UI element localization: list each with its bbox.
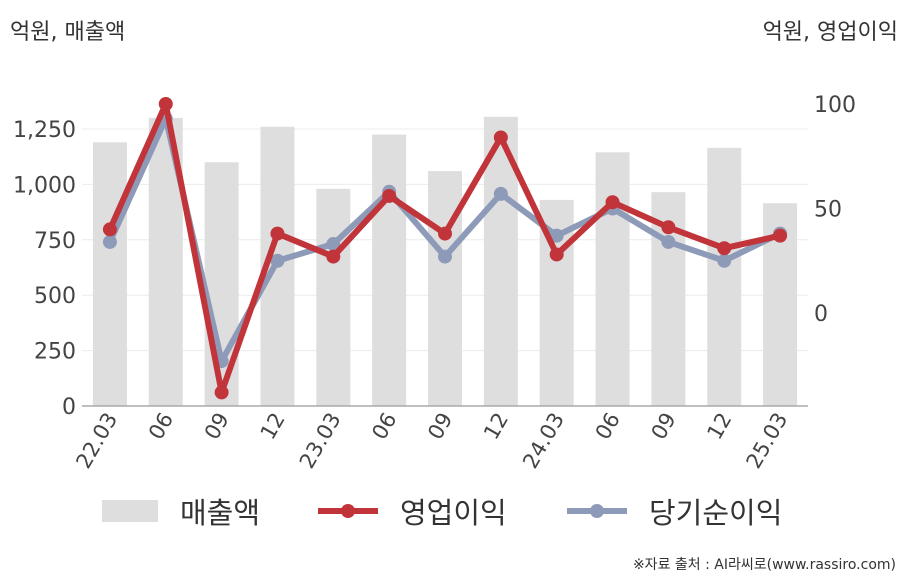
y-left-tick-label: 750 — [34, 229, 76, 254]
point-operating-profit — [605, 195, 620, 210]
point-net-income — [438, 249, 452, 264]
x-tick-label: 23.03 — [295, 409, 346, 473]
bar-revenue — [428, 171, 462, 406]
x-tick-label: 06 — [367, 409, 401, 444]
point-net-income — [270, 253, 285, 268]
x-tick-label: 25.03 — [742, 409, 793, 473]
point-operating-profit — [493, 130, 508, 145]
bar-revenue — [595, 152, 630, 406]
legend-swatch-net-income — [567, 500, 627, 522]
bar-revenue — [204, 162, 239, 406]
point-operating-profit — [549, 247, 564, 262]
legend-item-net-income: 당기순이익 — [567, 490, 782, 532]
x-tick-label: 09 — [647, 409, 681, 444]
point-operating-profit — [214, 385, 229, 400]
y-right-tick-label: 100 — [814, 93, 856, 118]
legend-item-revenue: 매출액 — [102, 490, 260, 532]
bar-revenue — [92, 142, 127, 406]
right-axis-unit: 억원, 영업이익 — [762, 20, 898, 45]
legend-swatch-revenue — [102, 500, 158, 522]
y-left-tick-label: 1,250 — [13, 118, 76, 143]
point-net-income — [493, 186, 508, 201]
legend-label-revenue: 매출액 — [180, 496, 261, 530]
point-operating-profit — [438, 226, 452, 241]
point-operating-profit — [270, 226, 285, 241]
point-net-income — [549, 228, 564, 243]
point-operating-profit — [661, 220, 676, 235]
legend-label-net-income: 당기순이익 — [649, 496, 783, 530]
point-net-income — [102, 234, 117, 249]
y-left-tick-label: 500 — [34, 284, 76, 309]
y-right-tick-label: 0 — [814, 302, 828, 327]
point-operating-profit — [382, 188, 397, 203]
legend-label-operating-profit: 영업이익 — [400, 496, 507, 530]
y-left-tick-label: 1,000 — [13, 173, 76, 198]
y-right-tick-label: 50 — [814, 198, 842, 223]
point-net-income — [717, 253, 732, 268]
source-note: ※자료 출처 : AI라씨로(www.rassiro.com) — [632, 557, 896, 573]
y-left-tick-label: 250 — [34, 340, 76, 365]
point-net-income — [661, 234, 676, 249]
x-tick-label: 24.03 — [518, 409, 569, 473]
point-operating-profit — [326, 249, 341, 264]
x-tick-label: 06 — [144, 409, 178, 444]
point-operating-profit — [158, 97, 173, 111]
point-operating-profit — [102, 222, 117, 237]
y-left-tick-label: 0 — [62, 395, 76, 420]
legend-swatch-operating-profit — [318, 500, 378, 522]
x-tick-label: 12 — [702, 409, 736, 444]
point-net-income — [326, 237, 341, 252]
x-tick-label: 09 — [423, 409, 457, 444]
x-tick-label: 12 — [256, 409, 290, 444]
point-operating-profit — [773, 228, 788, 243]
point-operating-profit — [717, 241, 732, 256]
legend-item-operating-profit: 영업이익 — [318, 490, 507, 532]
x-tick-label: 06 — [591, 409, 625, 444]
left-axis-unit: 억원, 매출액 — [10, 20, 126, 45]
x-tick-label: 12 — [479, 409, 513, 444]
x-tick-label: 09 — [200, 409, 234, 444]
x-tick-label: 22.03 — [71, 409, 122, 473]
bar-revenue — [316, 188, 351, 406]
bar-revenue — [707, 147, 742, 406]
bar-revenue — [372, 134, 407, 407]
